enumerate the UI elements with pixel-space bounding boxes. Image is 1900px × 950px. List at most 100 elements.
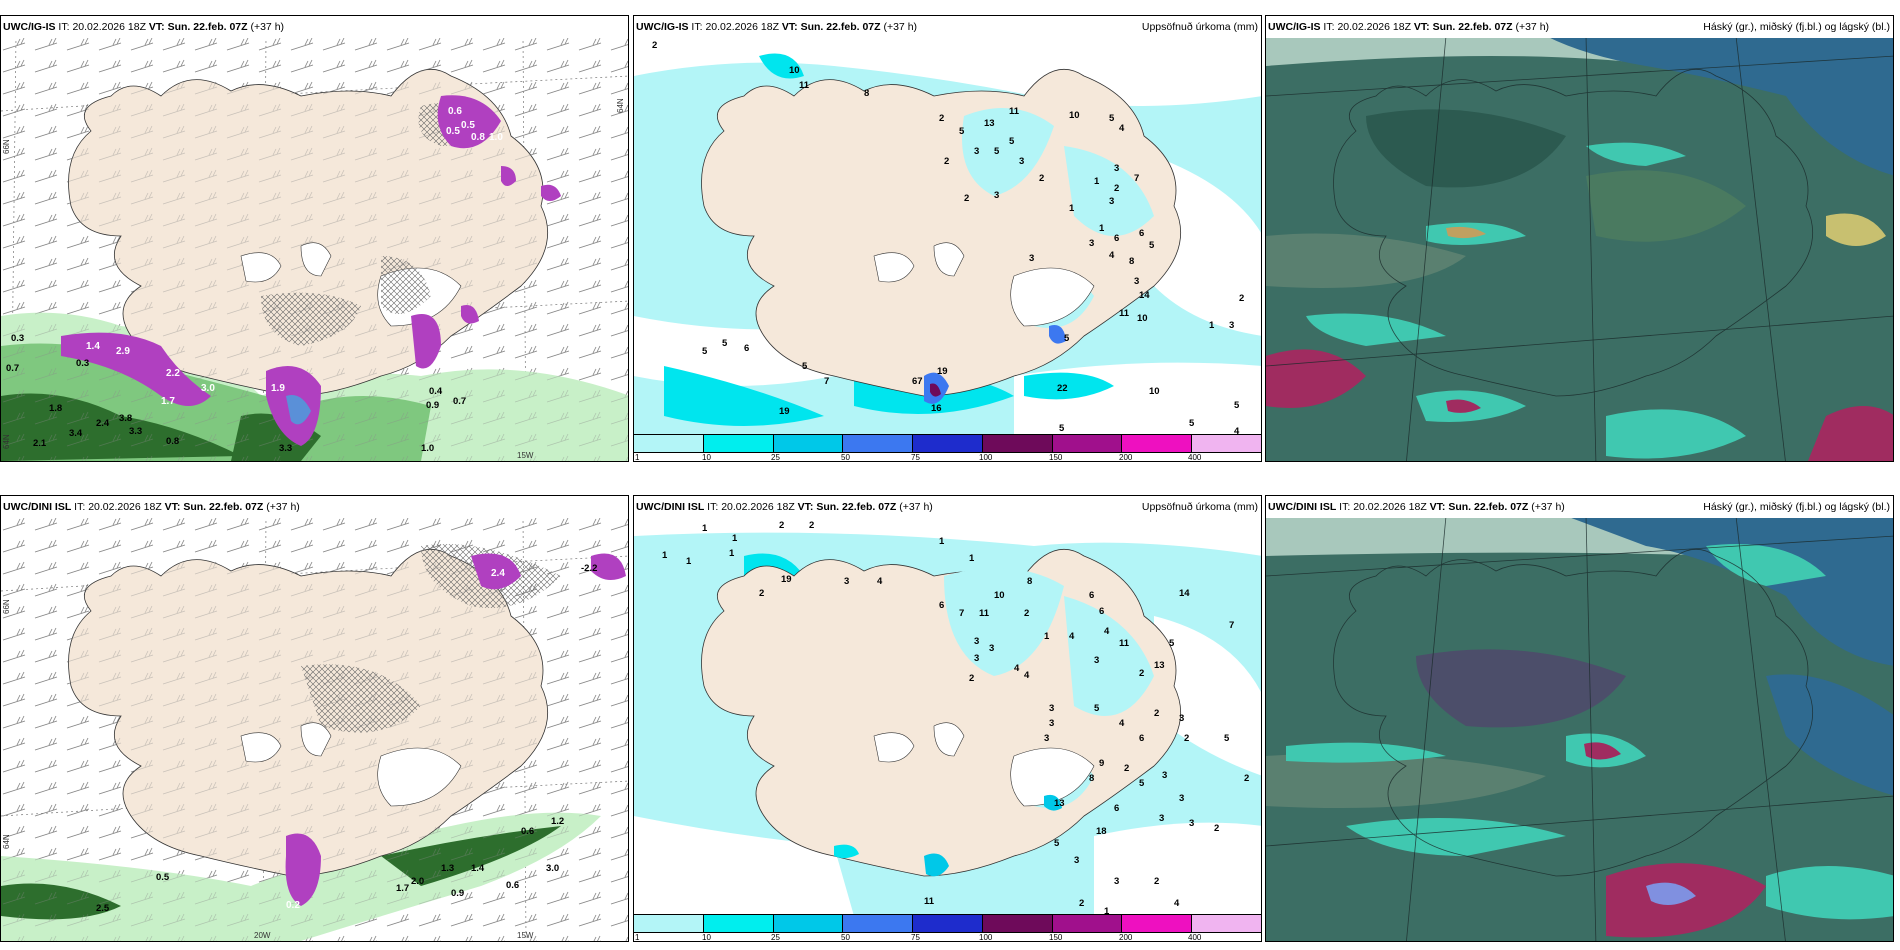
value-label: 0.6 <box>506 880 519 891</box>
map-svg: 1 2 2 1 1 1 1 19 2 3 4 1 1 6 7 11 10 8 2… <box>634 516 1261 916</box>
value-label: 3.0 <box>546 863 559 874</box>
panel-bottom-left-precip-type: UWC/DINI ISL IT: 20.02.2026 18Z VT: Sun.… <box>0 495 629 942</box>
value-label: 19 <box>781 574 792 585</box>
model-name: UWC/DINI ISL <box>636 501 705 513</box>
value-label: 10 <box>1069 110 1080 121</box>
value-label: 3 <box>844 576 849 587</box>
value-label: 3 <box>974 653 979 664</box>
value-label: 2.0 <box>411 876 424 887</box>
value-label: 1.3 <box>441 863 454 874</box>
value-label: 7 <box>1229 620 1234 631</box>
value-labels: 0.6 0.5 0.5 0.8 1.0 1.4 2.9 0.3 0.7 0.3 … <box>6 106 503 454</box>
lat-label: 64N <box>2 434 11 449</box>
value-label: 6 <box>1139 228 1144 239</box>
value-labels: -2.2 2.4 0.6 1.2 1.3 2.0 3.0 1.7 0.9 0.6… <box>96 563 597 914</box>
model-name: UWC/DINI ISL <box>3 501 72 513</box>
model-name: UWC/DINI ISL <box>1268 501 1337 513</box>
value-label: 2 <box>1114 183 1119 194</box>
panel-header: UWC/IG-IS IT: 20.02.2026 18Z VT: Sun. 22… <box>1 16 628 38</box>
model-name: UWC/IG-IS <box>3 21 56 33</box>
value-label: 3 <box>1019 156 1024 167</box>
legend-tick: 50 <box>841 933 850 942</box>
legend-tick: 25 <box>771 933 780 942</box>
value-label: 2 <box>964 193 969 204</box>
value-label: 7 <box>1134 173 1139 184</box>
legend-tick: 1 <box>635 453 640 462</box>
legend-tick: 100 <box>979 933 993 942</box>
lead-time: (+37 h) <box>1515 21 1550 33</box>
value-label: 1.9 <box>271 383 285 394</box>
value-label: 22 <box>1057 383 1068 394</box>
legend-swatch <box>634 435 704 452</box>
legend-tick: 200 <box>1119 453 1133 462</box>
lead-time: (+37 h) <box>266 501 300 513</box>
value-label: 3 <box>1179 713 1184 724</box>
legend-tick: 150 <box>1049 933 1063 942</box>
value-label: 11 <box>1119 308 1130 319</box>
value-label: 2 <box>1244 773 1249 784</box>
value-label: 0.6 <box>448 106 462 117</box>
value-label: 5 <box>1224 733 1230 744</box>
value-label: 0.7 <box>453 396 466 407</box>
legend-color-bar <box>634 434 1261 453</box>
value-label: 0.4 <box>429 386 443 397</box>
value-label: 2.2 <box>166 368 180 379</box>
legend-tick: 400 <box>1188 453 1202 462</box>
value-label: 3 <box>1159 813 1164 824</box>
value-label: 5 <box>1094 703 1100 714</box>
value-label: 2 <box>1024 608 1029 619</box>
it-value: 20.02.2026 18Z <box>1337 21 1411 33</box>
vt-value: Sun. 22.feb. 07Z <box>1432 21 1513 33</box>
value-label: 2 <box>779 520 784 531</box>
value-label: 0.3 <box>11 333 24 344</box>
map-svg <box>1266 36 1893 461</box>
value-label: 4 <box>877 576 883 587</box>
value-label: 5 <box>1054 838 1060 849</box>
panel-header: UWC/IG-IS IT: 20.02.2026 18Z VT: Sun. 22… <box>634 16 1261 38</box>
value-label: 2 <box>759 588 764 599</box>
value-label: 10 <box>1149 386 1160 397</box>
value-label: 3.3 <box>129 426 142 437</box>
lead-time: (+37 h) <box>899 501 933 513</box>
value-label: 3 <box>1049 703 1054 714</box>
legend-tick: 10 <box>702 453 711 462</box>
value-label: 8 <box>1129 256 1134 267</box>
legend-swatch <box>982 915 1053 932</box>
legend-swatch <box>1052 435 1123 452</box>
it-label: IT: <box>1339 501 1351 513</box>
it-value: 20.02.2026 18Z <box>72 21 146 33</box>
value-label: 3.3 <box>279 443 292 454</box>
value-label: 16 <box>931 403 942 414</box>
value-label: 3 <box>1074 855 1079 866</box>
legend-swatch <box>913 915 983 932</box>
value-label: 11 <box>1009 106 1020 117</box>
legend-color-bar <box>634 914 1261 933</box>
value-label: 5 <box>959 126 965 137</box>
legend-tick: 100 <box>979 453 993 462</box>
legend-swatch <box>1192 435 1261 452</box>
value-label: 2 <box>1139 668 1144 679</box>
legend-swatch <box>1192 915 1261 932</box>
value-label: 1 <box>729 548 735 559</box>
legend-tick: 400 <box>1188 933 1202 942</box>
value-label: 2 <box>944 156 949 167</box>
map-title: Háský (gr.), miðský (fj.bl.) og lágský (… <box>1703 501 1890 513</box>
value-label: 7 <box>959 608 964 619</box>
lead-time: (+37 h) <box>883 21 918 33</box>
value-label: 6 <box>1139 733 1144 744</box>
value-label: 4 <box>1024 670 1030 681</box>
value-label: 8 <box>864 88 869 99</box>
lat-label: 66N <box>2 599 11 614</box>
value-label: 2 <box>969 673 974 684</box>
value-label: -2.2 <box>581 563 597 574</box>
model-name: UWC/IG-IS <box>636 21 689 33</box>
lat-label: 66N <box>2 139 11 154</box>
value-label: 3.4 <box>69 428 83 439</box>
value-label: 1.4 <box>471 863 485 874</box>
value-label: 1 <box>1099 223 1105 234</box>
legend-swatch <box>843 435 914 452</box>
value-label: 5 <box>1064 333 1070 344</box>
value-label: 5 <box>994 146 1000 157</box>
it-label: IT: <box>707 501 719 513</box>
value-label: 3 <box>1134 276 1139 287</box>
